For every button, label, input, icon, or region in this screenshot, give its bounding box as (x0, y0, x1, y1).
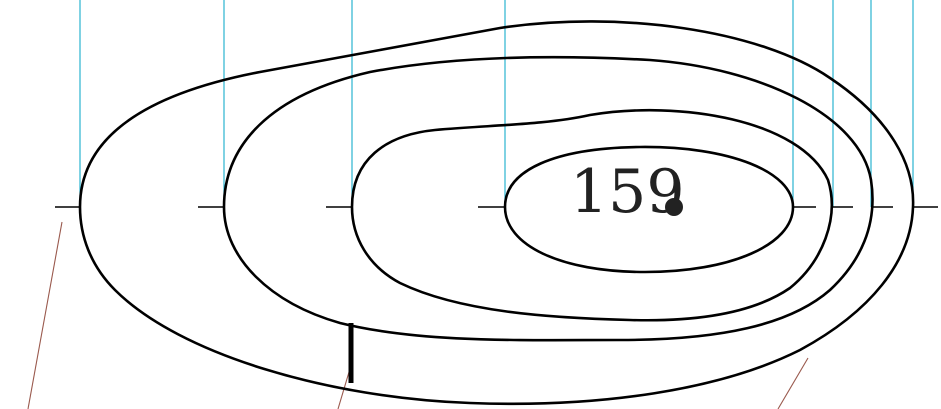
contour-third (350, 108, 833, 322)
contour-second (222, 55, 874, 342)
summit-point-icon (665, 198, 683, 216)
contour-lines (78, 20, 915, 406)
summit-elevation-label: 159 (570, 157, 685, 227)
leader-line (27, 221, 63, 409)
leader-line (777, 357, 809, 409)
projection-lines (79, 0, 914, 207)
contour-outer (78, 20, 915, 406)
